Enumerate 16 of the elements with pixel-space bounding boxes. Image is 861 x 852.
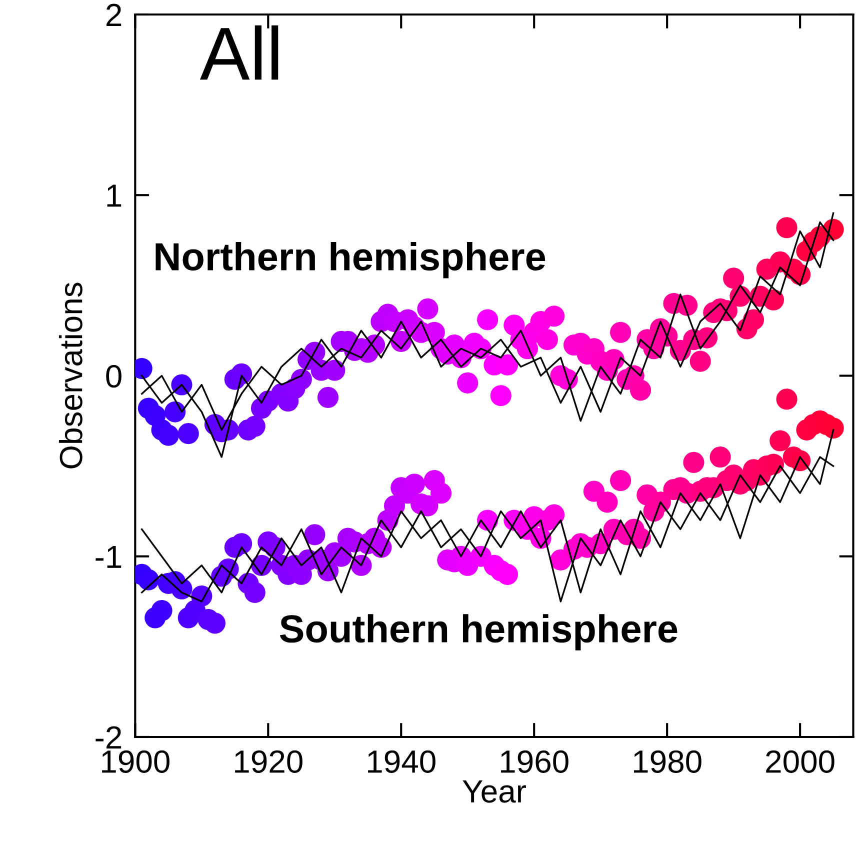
- x-axis-title: Year: [462, 780, 526, 803]
- y-tick-label: 1: [107, 184, 122, 207]
- x-tick-label: 1960: [501, 750, 568, 773]
- x-tick-label: 1900: [102, 750, 170, 773]
- x-tick-label: 1920: [235, 750, 302, 773]
- x-tick-label: 1940: [368, 750, 436, 773]
- y-tick-label: 2: [106, 4, 122, 26]
- x-tick-label: 2000: [766, 750, 834, 773]
- chart-title: All: [200, 25, 278, 80]
- y-tick-label: -2: [96, 726, 122, 749]
- x-tick-label: 1980: [634, 750, 702, 773]
- annotation: Northern hemisphere: [156, 242, 546, 278]
- y-axis-title: Observations: [58, 282, 82, 468]
- y-tick-label: 0: [106, 365, 122, 388]
- y-tick-label: -1: [96, 546, 122, 568]
- annotation: Southern hemisphere: [280, 614, 678, 650]
